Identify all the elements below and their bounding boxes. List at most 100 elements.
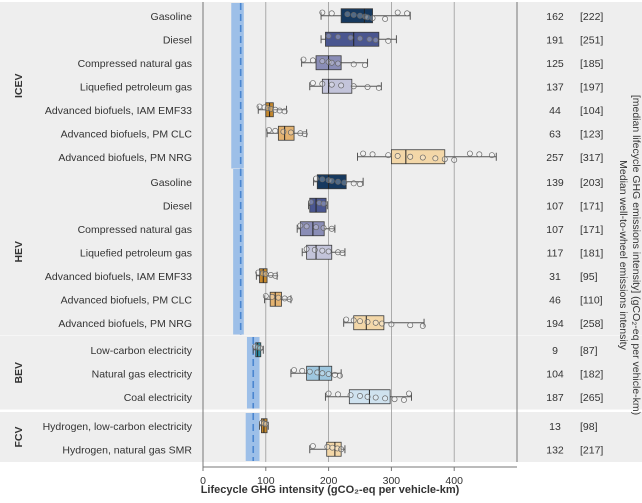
- data-point: [404, 10, 411, 17]
- row-hev-2: Compressed natural gas 107 [171]: [78, 221, 603, 237]
- row-hev-5: Advanced biofuels, PM CLC 46 [110]: [61, 291, 603, 307]
- row-icev-2: Compressed natural gas 125 [185]: [78, 55, 603, 71]
- row-label: Coal electricity: [124, 392, 193, 404]
- data-point: [364, 393, 371, 400]
- data-point: [388, 321, 395, 328]
- median-wtw-value: 107: [546, 224, 564, 236]
- data-point: [319, 9, 326, 16]
- data-point: [276, 107, 283, 114]
- group-label-bev: BEV: [13, 362, 25, 384]
- data-point: [287, 129, 294, 136]
- row-bev-2: Coal electricity 187 [265]: [124, 389, 603, 405]
- x-axis: 0 100 200 300 400: [200, 2, 518, 487]
- group-label-fcv: FCV: [13, 427, 25, 448]
- data-point: [379, 320, 385, 327]
- data-point: [299, 367, 306, 374]
- data-point: [267, 272, 274, 278]
- data-point: [306, 368, 313, 375]
- median-wtw-value: 104: [546, 368, 564, 380]
- data-point: [407, 322, 414, 329]
- data-point: [419, 154, 426, 161]
- median-lifecycle-value: [171]: [580, 200, 603, 212]
- data-point: [319, 58, 326, 65]
- row-label: Advanced biofuels, PM CLC: [61, 128, 193, 140]
- data-point: [267, 105, 274, 112]
- median-wtw-value: 257: [546, 152, 564, 164]
- median-wtw-value: 31: [549, 271, 561, 283]
- box-rows: ICEV Gasoline 162 [222] Diesel 191 [251] Compre…: [13, 8, 603, 457]
- data-point: [372, 394, 379, 401]
- data-point: [331, 371, 338, 378]
- data-point: [309, 443, 316, 449]
- median-lifecycle-value: [222]: [580, 11, 603, 23]
- data-point: [325, 33, 332, 40]
- x-tick-label: 0: [200, 475, 206, 487]
- data-point: [297, 222, 304, 229]
- data-point: [325, 390, 332, 397]
- data-point: [407, 153, 414, 160]
- data-point: [338, 446, 345, 453]
- row-label: Compressed natural gas: [78, 224, 192, 236]
- row-bev-1: Natural gas electricity 104 [182]: [92, 365, 603, 381]
- median-lifecycle-value: [317]: [580, 152, 603, 164]
- data-point: [364, 319, 371, 325]
- data-point: [272, 272, 279, 279]
- data-point: [328, 225, 335, 232]
- median-wtw-value: 117: [547, 247, 564, 259]
- data-point: [272, 106, 279, 113]
- median-lifecycle-value: [203]: [580, 177, 603, 189]
- data-point: [341, 179, 348, 186]
- median-lifecycle-value: [251]: [580, 34, 603, 46]
- data-point: [488, 152, 495, 159]
- data-point: [301, 131, 308, 137]
- data-point: [262, 271, 269, 278]
- data-point: [329, 444, 336, 451]
- row-label: Gasoline: [151, 11, 193, 23]
- row-icev-1: Diesel 191 [251]: [163, 31, 603, 47]
- iqr-box: [321, 78, 353, 94]
- data-point: [281, 108, 288, 115]
- data-point: [394, 152, 401, 159]
- data-point: [316, 199, 323, 206]
- data-point: [362, 62, 368, 69]
- data-point: [335, 391, 341, 398]
- data-point: [319, 80, 326, 87]
- data-point: [336, 372, 343, 379]
- row-fcv-1: Hydrogen, natural gas SMR 132 [217]: [62, 441, 603, 457]
- data-point: [357, 318, 363, 325]
- median-lifecycle-value: [185]: [580, 58, 603, 70]
- median-lifecycle-value: [171]: [580, 224, 603, 236]
- data-point: [350, 12, 357, 18]
- data-point: [364, 84, 371, 91]
- median-lifecycle-value: [87]: [580, 345, 598, 357]
- median-wtw-value: 9: [552, 345, 558, 357]
- data-point: [262, 293, 269, 299]
- data-point: [375, 84, 382, 91]
- data-point: [391, 396, 398, 403]
- data-point: [320, 224, 327, 231]
- median-wtw-value: 13: [549, 421, 561, 433]
- row-label: Compressed natural gas: [78, 58, 192, 70]
- data-point: [372, 37, 379, 44]
- data-point: [269, 293, 276, 300]
- row-label: Liquefied petroleum gas: [80, 247, 192, 259]
- data-point: [280, 128, 287, 135]
- row-label: Advanced biofuels, PM NRG: [58, 152, 192, 164]
- row-icev-3: Liquefied petroleum gas 137 [197]: [80, 78, 603, 94]
- row-bev-0: Low-carbon electricity 9 [87]: [90, 342, 598, 358]
- data-point: [364, 14, 371, 21]
- row-label: Advanced biofuels, IAM EMF33: [45, 105, 192, 117]
- median-lifecycle-value: [217]: [580, 444, 603, 456]
- data-point: [319, 176, 326, 183]
- data-point: [338, 82, 345, 89]
- data-point: [360, 150, 367, 157]
- data-point: [313, 175, 319, 182]
- data-point: [343, 316, 350, 323]
- data-point: [401, 397, 407, 403]
- data-point: [357, 35, 363, 42]
- median-lifecycle-value: [110]: [580, 294, 603, 306]
- data-point: [357, 12, 363, 19]
- group-label-icev: ICEV: [13, 73, 25, 98]
- row-label: Hydrogen, natural gas SMR: [62, 444, 192, 456]
- data-point: [328, 10, 335, 17]
